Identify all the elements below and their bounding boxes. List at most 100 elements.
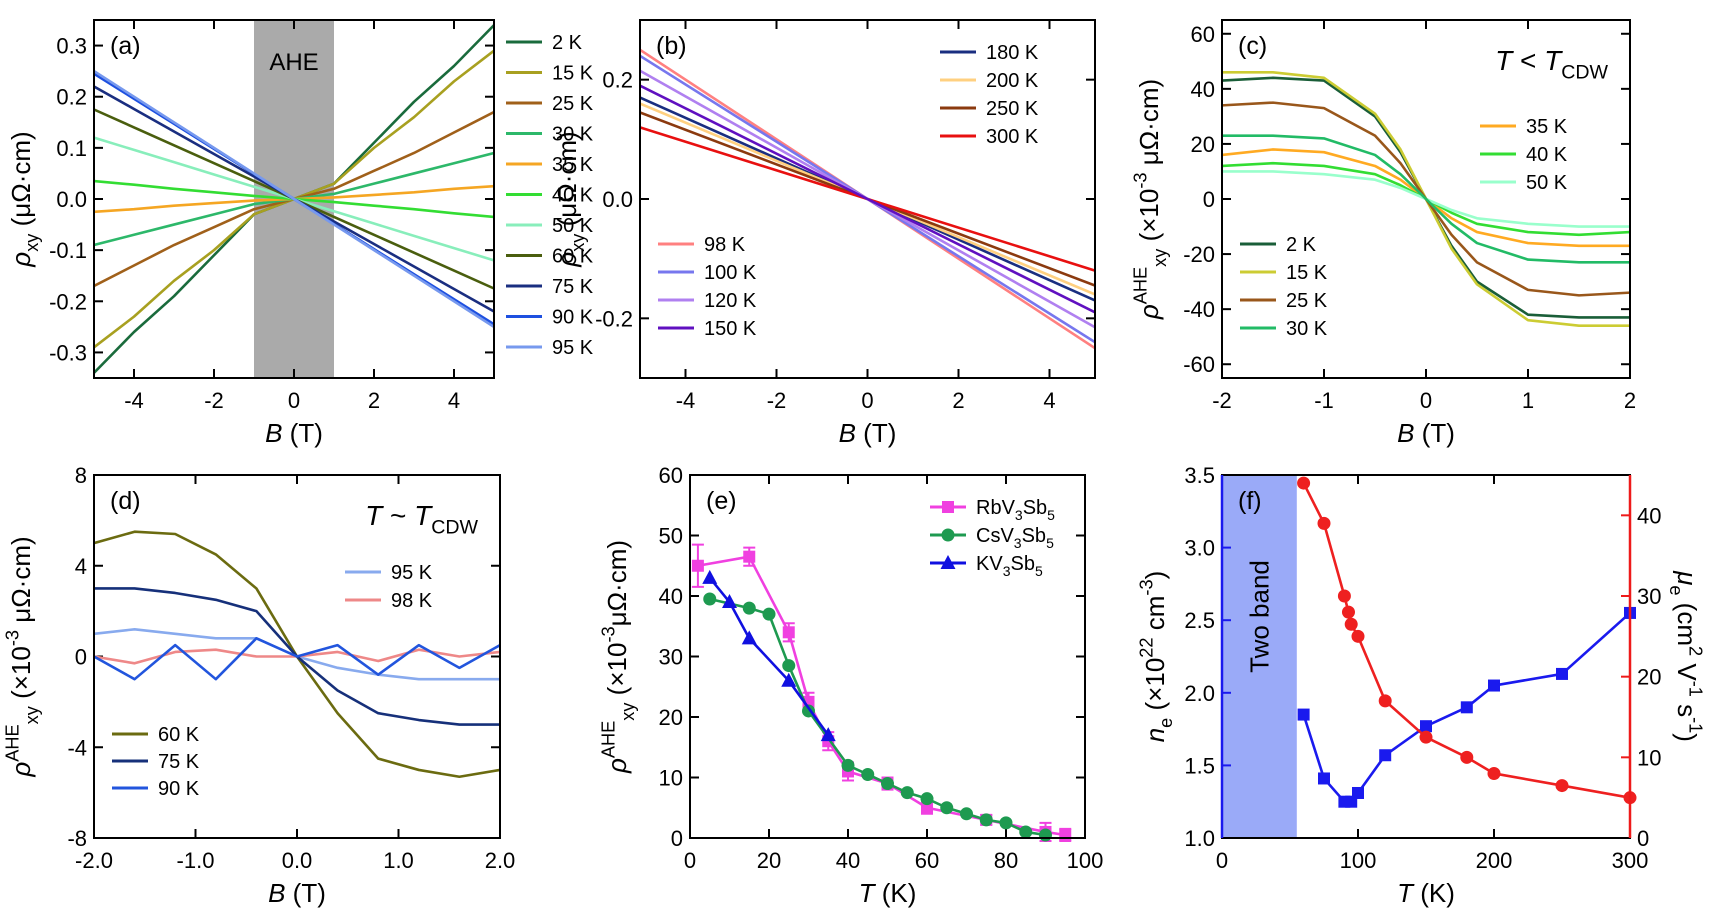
marker	[703, 592, 717, 606]
x-tick-label: -4	[676, 388, 696, 413]
text-part: xy	[618, 702, 638, 721]
text-part: -3	[1130, 172, 1150, 188]
panel: -2.0 -1.0 0.0 1.0 2.0 -8 -4 0 4 8 95 K 98 K 60 K 75 K…	[2, 463, 515, 908]
text-part: e	[1156, 718, 1176, 728]
x-tick-label: 100	[1067, 848, 1104, 873]
text-part: -3	[2, 630, 22, 646]
text-part: CsV	[976, 525, 1014, 547]
legend-marker	[940, 555, 956, 569]
text-part: xy	[22, 233, 42, 252]
text-part: RbV	[976, 497, 1016, 519]
panel-label: (f)	[1238, 487, 1262, 515]
text-part: (×10	[6, 646, 36, 706]
text-part: CDW	[1561, 61, 1608, 83]
panel-label: (d)	[110, 487, 141, 515]
y-tick-label: 0.3	[56, 34, 87, 59]
text-part: T	[414, 500, 433, 531]
y-tick-label: 60	[1191, 22, 1215, 47]
marker	[1351, 629, 1365, 643]
text-part: (×10	[1134, 189, 1164, 249]
legend-label: 180 K	[986, 42, 1039, 64]
plot-frame	[1221, 19, 1631, 379]
text-part: xy	[1150, 248, 1170, 267]
marker	[722, 594, 737, 609]
y-tick-label: 0.2	[56, 85, 87, 110]
marker	[1337, 589, 1351, 603]
x-axis-label: B (T)	[265, 418, 323, 448]
annotation: T ~ TCDW	[365, 500, 478, 538]
y-axis-label: ρAHExy (×10-3 μΩ·cm)	[1130, 79, 1170, 320]
marker	[1297, 476, 1311, 490]
text-part: -3	[598, 626, 618, 642]
marker	[781, 672, 797, 687]
y-tick-label: 3.0	[1184, 536, 1215, 561]
marker	[940, 801, 954, 815]
legend-label: 2 K	[1286, 234, 1317, 256]
text-part: ρ	[1134, 304, 1164, 320]
marker	[1555, 779, 1569, 793]
text-part: 3	[1015, 507, 1023, 523]
text-part: ~	[382, 500, 414, 531]
x-tick-label: 4	[448, 388, 460, 413]
legend-label: 50 K	[1526, 172, 1568, 194]
panel-label: (e)	[706, 487, 737, 515]
text-part: e	[1666, 585, 1686, 595]
text-part: (T)	[285, 878, 325, 908]
series-line	[697, 555, 1066, 837]
marker	[979, 813, 993, 827]
marker	[702, 569, 718, 584]
y-axis-label: ρAHExy (×10-3 μΩ·cm)	[2, 536, 42, 777]
legend-label: CsV3Sb5	[976, 525, 1054, 551]
legend-label: 60 K	[158, 724, 200, 746]
marker	[1317, 516, 1331, 530]
series-line	[1222, 134, 1630, 264]
text-part: )	[1672, 733, 1702, 742]
shaded-label: Two band	[1244, 560, 1274, 673]
x-tick-label: 1.0	[383, 848, 414, 873]
marker	[900, 786, 914, 800]
text-part: <	[1512, 45, 1544, 76]
text-part: ρ	[602, 758, 632, 774]
text-part: (T)	[1414, 418, 1454, 448]
y-axis-label: ρxy (μΩ·cm)	[6, 131, 42, 267]
marker	[1460, 701, 1473, 714]
legend-label: 25 K	[552, 93, 594, 115]
x-tick-label: 40	[836, 848, 860, 873]
y-tick-label: 0.1	[56, 136, 87, 161]
marker	[691, 559, 704, 572]
plot-frame	[93, 19, 495, 379]
y-tick-label: -60	[1183, 352, 1215, 377]
legend-label: 300 K	[986, 126, 1039, 148]
text-part: (×10	[1140, 658, 1170, 718]
legend-label: 95 K	[552, 337, 594, 359]
y-tick-label: 0.0	[56, 187, 87, 212]
x-tick-label: 100	[1340, 848, 1377, 873]
text-part: μΩ·cm)	[602, 540, 632, 626]
y2-axis-label: μe (cm2 V-1 s-1)	[1666, 570, 1706, 742]
marker	[1487, 766, 1501, 780]
text-part: ρ	[6, 252, 36, 268]
y-tick-label: 40	[1191, 77, 1215, 102]
text-part: μΩ·cm)	[1134, 79, 1164, 173]
x-tick-label: 0	[861, 388, 873, 413]
y-tick-label: 0	[1203, 187, 1215, 212]
y-tick-label: 60	[659, 463, 683, 488]
text-part: 2	[1686, 646, 1706, 656]
y-tick-label: 1.5	[1184, 753, 1215, 778]
marker	[1378, 694, 1392, 708]
text-part: cm	[1140, 596, 1170, 638]
panel-label: (a)	[110, 32, 141, 60]
text-part: 3	[1014, 535, 1022, 551]
text-part: ρ	[6, 762, 36, 778]
y-tick-label: -20	[1183, 242, 1215, 267]
legend-label: 90 K	[552, 307, 594, 329]
series-line	[94, 637, 500, 681]
y-axis-label: ρAHExy (×10-3μΩ·cm)	[598, 540, 638, 774]
marker	[921, 801, 933, 814]
y-tick-label: 3.5	[1184, 463, 1215, 488]
text-part: ρ	[552, 252, 582, 268]
text-part: n	[1140, 728, 1170, 742]
legend-label: 200 K	[986, 70, 1039, 92]
